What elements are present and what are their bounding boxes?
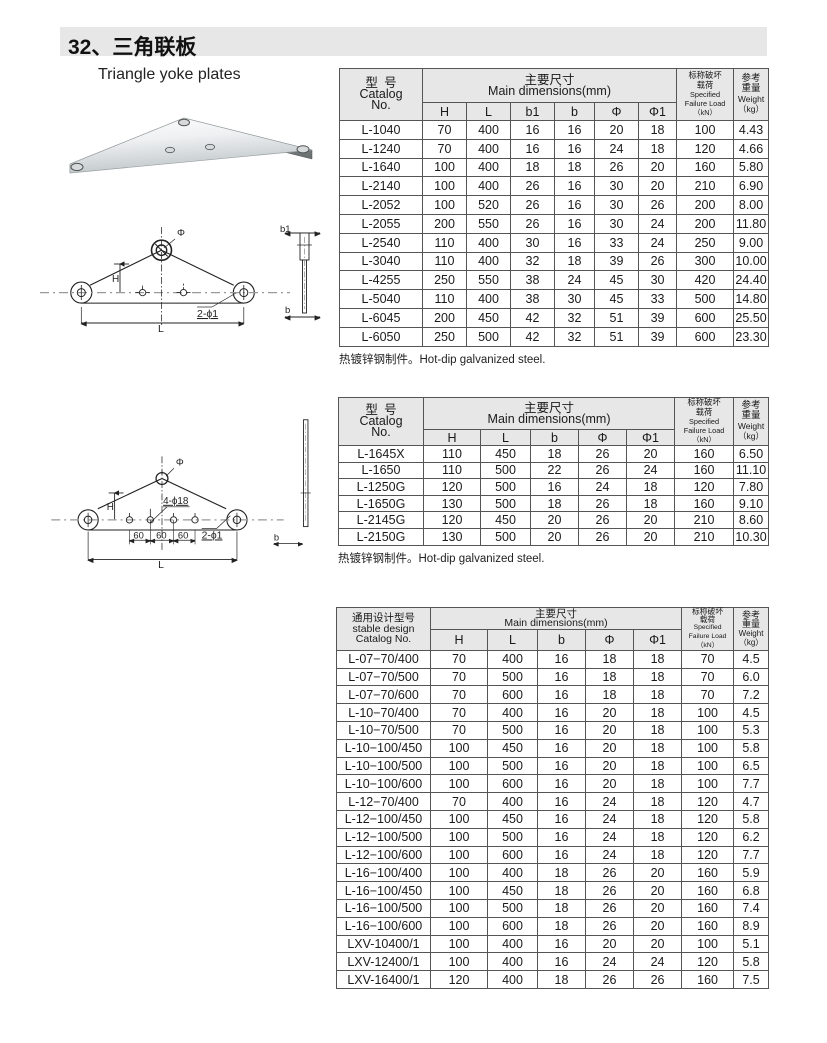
svg-text:2-ϕ1: 2-ϕ1 <box>197 308 218 320</box>
svg-text:L: L <box>158 560 164 571</box>
svg-text:Φ: Φ <box>177 228 185 239</box>
svg-text:4-ϕ18: 4-ϕ18 <box>163 496 189 507</box>
svg-text:60: 60 <box>133 529 143 540</box>
svg-text:L: L <box>158 323 164 335</box>
svg-text:2-ϕ1: 2-ϕ1 <box>202 530 223 541</box>
svg-text:b: b <box>274 531 279 542</box>
svg-text:H: H <box>107 502 114 513</box>
svg-text:60: 60 <box>156 529 166 540</box>
svg-text:b1: b1 <box>280 224 291 235</box>
svg-text:60: 60 <box>178 529 188 540</box>
svg-text:Φ: Φ <box>176 457 184 468</box>
svg-text:H: H <box>112 274 119 285</box>
svg-text:b: b <box>285 305 290 316</box>
